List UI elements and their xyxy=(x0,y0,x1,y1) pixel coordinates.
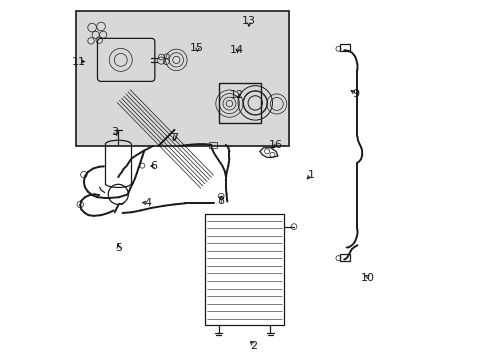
Bar xyxy=(339,44,349,51)
Text: 1: 1 xyxy=(307,170,314,180)
Text: 14: 14 xyxy=(230,45,244,55)
Text: 8: 8 xyxy=(217,196,224,206)
Bar xyxy=(204,214,284,325)
Text: 3: 3 xyxy=(111,127,118,136)
Text: 11: 11 xyxy=(72,57,86,67)
Bar xyxy=(219,83,260,123)
Text: 12: 12 xyxy=(229,90,243,100)
Text: 16: 16 xyxy=(268,140,283,150)
Text: 7: 7 xyxy=(171,133,178,143)
Text: 6: 6 xyxy=(150,161,157,171)
Text: 5: 5 xyxy=(115,243,122,253)
Text: 15: 15 xyxy=(190,43,204,53)
Bar xyxy=(209,142,216,148)
Text: 4: 4 xyxy=(144,198,151,208)
Text: 9: 9 xyxy=(351,89,359,99)
Text: 2: 2 xyxy=(249,341,257,351)
Bar xyxy=(76,12,289,146)
Text: 13: 13 xyxy=(241,17,255,27)
Bar xyxy=(339,254,349,261)
Text: 10: 10 xyxy=(361,273,374,283)
